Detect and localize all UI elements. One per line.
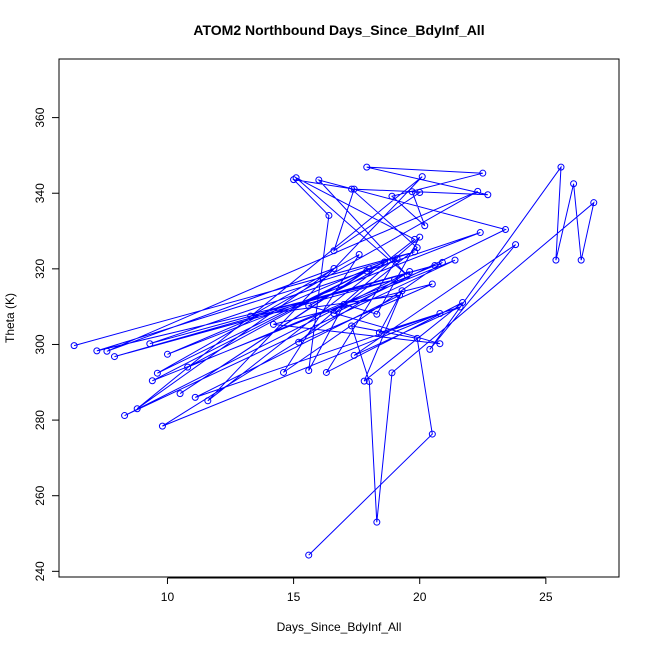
- data-point: [121, 412, 129, 420]
- data-point: [315, 176, 323, 184]
- data-point: [431, 261, 439, 269]
- data-point: [305, 367, 313, 375]
- data-point: [373, 518, 381, 526]
- data-point: [330, 247, 338, 255]
- data-point: [501, 226, 509, 234]
- y-tick-label: 280: [33, 410, 47, 430]
- data-point: [204, 397, 212, 405]
- data-point: [408, 188, 416, 196]
- x-tick-label: 15: [287, 590, 301, 604]
- data-point: [398, 287, 406, 295]
- data-point: [388, 192, 396, 200]
- series-layer: [70, 163, 598, 559]
- data-point: [479, 169, 487, 177]
- data-point: [426, 345, 434, 353]
- y-axis-label: Theta (K): [3, 293, 17, 343]
- data-point: [158, 422, 166, 430]
- data-point: [577, 256, 585, 264]
- data-point: [70, 342, 78, 350]
- data-point: [438, 258, 446, 266]
- data-point: [355, 250, 363, 258]
- data-point: [360, 377, 368, 385]
- data-point: [348, 322, 356, 330]
- y-tick-label: 260: [33, 485, 47, 505]
- x-tick-label: 25: [539, 590, 553, 604]
- data-point: [388, 369, 396, 377]
- data-point: [416, 188, 424, 196]
- data-point: [305, 302, 313, 310]
- data-point: [474, 187, 482, 195]
- data-point: [176, 390, 184, 398]
- data-point: [413, 244, 421, 252]
- data-point: [421, 222, 429, 230]
- data-point: [350, 185, 358, 193]
- data-point: [428, 280, 436, 288]
- data-point: [148, 377, 156, 385]
- data-point: [375, 329, 383, 337]
- data-point: [365, 378, 373, 386]
- data-point: [380, 258, 388, 266]
- data-point: [348, 185, 356, 193]
- data-point: [456, 303, 464, 311]
- plot-frame: [58, 58, 620, 578]
- data-point: [484, 191, 492, 199]
- data-point: [295, 338, 303, 346]
- series-line: [73, 165, 595, 556]
- data-point: [133, 405, 141, 413]
- y-tick-label: 340: [33, 183, 47, 203]
- data-point: [322, 368, 330, 376]
- data-point: [413, 334, 421, 342]
- y-tick-label: 240: [33, 561, 47, 581]
- data-point: [340, 300, 348, 308]
- data-point: [247, 312, 255, 320]
- x-tick-label: 10: [161, 590, 175, 604]
- data-point: [110, 353, 118, 361]
- y-tick-label: 360: [33, 107, 47, 127]
- data-point: [269, 320, 277, 328]
- data-point: [93, 347, 101, 355]
- data-point: [436, 309, 444, 317]
- data-point: [146, 340, 154, 348]
- data-point: [393, 255, 401, 263]
- data-point: [373, 310, 381, 318]
- data-point: [153, 369, 161, 377]
- data-point: [570, 180, 578, 188]
- x-tick-label: 20: [413, 590, 427, 604]
- data-point: [184, 363, 192, 371]
- data-point: [512, 241, 520, 249]
- data-point: [416, 233, 424, 241]
- data-point: [330, 309, 338, 317]
- data-point: [163, 350, 171, 358]
- data-point: [330, 264, 338, 272]
- data-point: [451, 256, 459, 264]
- x-axis-label: Days_Since_BdyInf_All: [277, 620, 402, 634]
- y-tick-label: 320: [33, 259, 47, 279]
- data-point: [280, 368, 288, 376]
- data-point: [557, 163, 565, 171]
- data-point: [428, 430, 436, 438]
- data-point: [436, 340, 444, 348]
- data-point: [390, 276, 398, 284]
- data-point: [403, 271, 411, 279]
- data-point: [363, 267, 371, 275]
- data-point: [552, 256, 560, 264]
- data-point: [290, 176, 298, 184]
- data-point: [363, 163, 371, 171]
- data-point: [350, 351, 358, 359]
- chart-title: ATOM2 Northbound Days_Since_BdyInf_All: [193, 22, 484, 38]
- data-point: [305, 551, 313, 559]
- data-point: [590, 199, 598, 207]
- data-point: [191, 393, 199, 401]
- data-point: [325, 212, 333, 220]
- data-point: [418, 173, 426, 181]
- y-tick-label: 300: [33, 334, 47, 354]
- data-point: [476, 229, 484, 237]
- data-point: [103, 347, 111, 355]
